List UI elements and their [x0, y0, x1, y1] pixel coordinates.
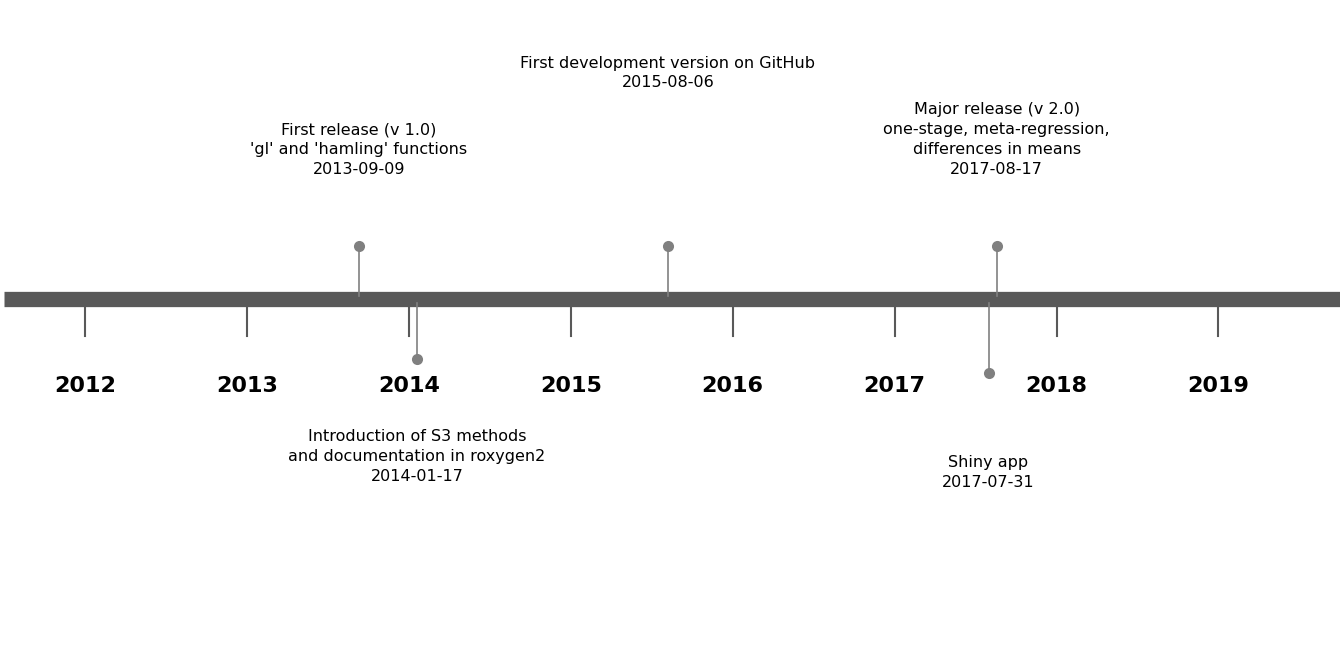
Text: 2015: 2015 [540, 376, 602, 396]
Text: 2019: 2019 [1188, 376, 1250, 396]
Text: Introduction of S3 methods
and documentation in roxygen2
2014-01-17: Introduction of S3 methods and documenta… [289, 429, 546, 484]
Text: First development version on GitHub
2015-08-06: First development version on GitHub 2015… [520, 56, 816, 91]
Text: Shiny app
2017-07-31: Shiny app 2017-07-31 [942, 456, 1035, 491]
Text: First release (v 1.0)
'gl' and 'hamling' functions
2013-09-09: First release (v 1.0) 'gl' and 'hamling'… [250, 122, 468, 177]
Text: Major release (v 2.0)
one-stage, meta-regression,
differences in means
2017-08-1: Major release (v 2.0) one-stage, meta-re… [883, 102, 1110, 177]
Text: 2012: 2012 [54, 376, 116, 396]
Text: 2013: 2013 [216, 376, 278, 396]
Text: 2016: 2016 [702, 376, 763, 396]
Text: 2017: 2017 [864, 376, 926, 396]
Text: 2014: 2014 [378, 376, 439, 396]
Text: 2018: 2018 [1025, 376, 1087, 396]
